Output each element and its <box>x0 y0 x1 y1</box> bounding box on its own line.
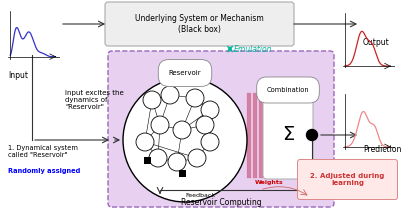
Text: Output: Output <box>363 37 390 46</box>
Text: Underlying System or Mechanism
(Black box): Underlying System or Mechanism (Black bo… <box>135 14 264 34</box>
Text: Weights: Weights <box>255 180 284 185</box>
Circle shape <box>173 121 191 139</box>
Bar <box>247 93 251 178</box>
FancyBboxPatch shape <box>108 51 334 207</box>
Text: Combination: Combination <box>267 87 309 93</box>
Text: 1. Dynamical system
called "Reservoir": 1. Dynamical system called "Reservoir" <box>8 145 78 158</box>
Bar <box>178 169 186 177</box>
Bar <box>144 156 150 163</box>
Text: Prediction: Prediction <box>363 146 401 155</box>
FancyBboxPatch shape <box>298 159 397 199</box>
Circle shape <box>201 133 219 151</box>
FancyBboxPatch shape <box>105 2 294 46</box>
Circle shape <box>306 129 318 141</box>
Text: Feedback: Feedback <box>185 193 215 198</box>
Circle shape <box>136 133 154 151</box>
Text: Emulation: Emulation <box>234 45 273 54</box>
Circle shape <box>151 116 169 134</box>
Bar <box>265 93 269 178</box>
Circle shape <box>188 149 206 167</box>
Circle shape <box>196 116 214 134</box>
Text: Reservoir Computing: Reservoir Computing <box>181 198 261 207</box>
Text: 2. Adjusted during
learning: 2. Adjusted during learning <box>310 173 385 186</box>
Circle shape <box>143 91 161 109</box>
Text: Input excites the
dynamics of
"Reservoir": Input excites the dynamics of "Reservoir… <box>65 90 124 110</box>
Text: Randomly assigned: Randomly assigned <box>8 168 80 174</box>
Circle shape <box>201 101 219 119</box>
Circle shape <box>161 86 179 104</box>
Text: Input: Input <box>8 70 28 79</box>
Circle shape <box>123 78 247 202</box>
Circle shape <box>149 149 167 167</box>
FancyBboxPatch shape <box>263 91 313 179</box>
Circle shape <box>168 153 186 171</box>
Bar <box>271 93 275 178</box>
Bar <box>259 93 263 178</box>
Text: Reservoir: Reservoir <box>169 70 201 76</box>
Circle shape <box>186 89 204 107</box>
Text: $\Sigma$: $\Sigma$ <box>282 125 294 144</box>
Bar <box>253 93 257 178</box>
